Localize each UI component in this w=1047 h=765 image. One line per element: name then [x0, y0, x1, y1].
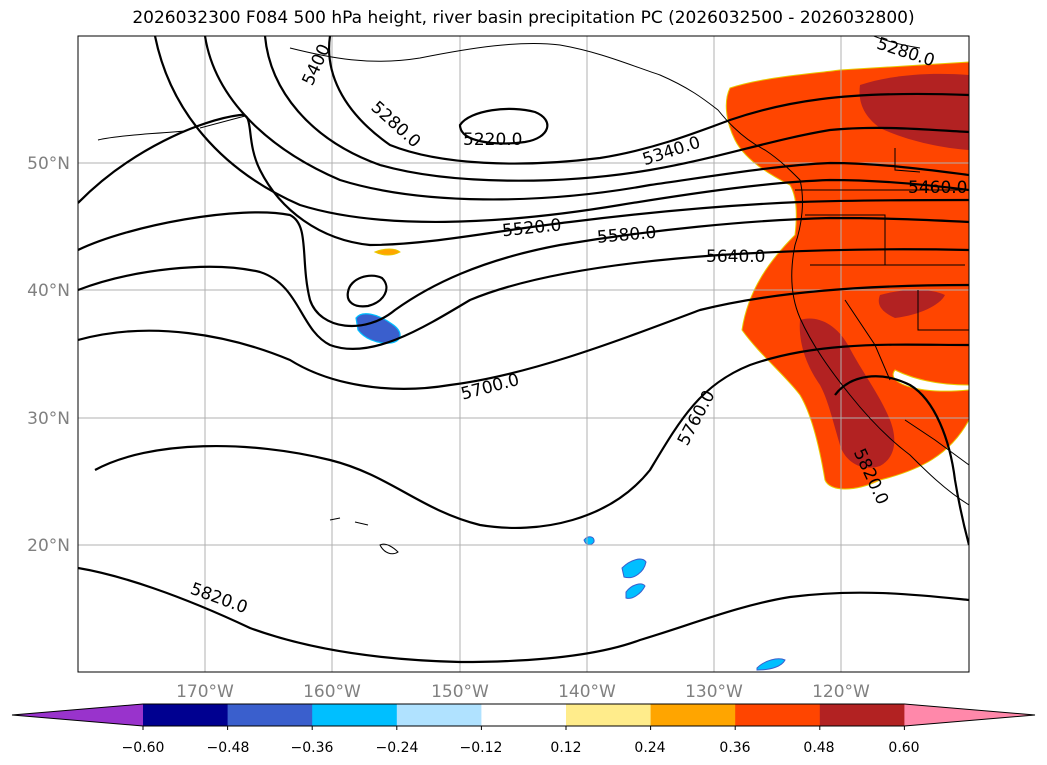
lon-label: 130°W	[685, 682, 743, 702]
colorbar-tick-label: 0.60	[888, 740, 919, 756]
colorbar-tick-label: −0.48	[207, 740, 250, 756]
contour-5280	[328, 36, 969, 165]
contour-label: 5400	[298, 41, 334, 89]
precip-small-patch	[373, 248, 401, 256]
colorbar-swatch	[143, 704, 229, 726]
colorbar-tick-label: −0.24	[376, 740, 419, 756]
contour-5820-west	[78, 566, 969, 664]
contour-label: 5280.0	[367, 97, 425, 152]
colorbar-swatch	[227, 704, 313, 726]
precip-negative-region-1	[355, 313, 401, 344]
lon-label: 150°W	[431, 682, 489, 702]
precip-negative-region-5	[756, 658, 786, 671]
colorbar-swatch	[735, 704, 821, 726]
lon-label: 120°W	[812, 682, 870, 702]
contour-5460	[153, 36, 969, 224]
colorbar-tick-label: 0.36	[719, 740, 750, 756]
map-area: 5400 5280.0 5220.0 5340.0 5280.0 5460.0 …	[78, 36, 969, 672]
contour-label: 5220.0	[463, 130, 522, 150]
precip-strong-region-south	[799, 318, 895, 468]
lat-label: 50°N	[27, 154, 70, 174]
contour-5700	[78, 283, 969, 390]
contour-label: 5700.0	[459, 370, 522, 405]
precip-strong-region-mid	[878, 289, 945, 318]
lat-labels: 50°N 40°N 30°N 20°N	[27, 154, 70, 556]
lat-label: 30°N	[27, 409, 70, 429]
colorbar-swatch	[396, 704, 482, 726]
precip-negative-region-3	[625, 583, 646, 599]
chart-title: 2026032300 F084 500 hPa height, river ba…	[132, 8, 915, 28]
contour-5220-closed	[458, 107, 549, 145]
precip-negative-region-4	[583, 536, 595, 546]
contour-5520	[78, 113, 969, 247]
coastlines	[97, 36, 969, 555]
contour-label: 5460.0	[908, 178, 967, 198]
contour-5760	[94, 343, 969, 530]
map-frame	[77, 35, 970, 673]
colorbar-tick-label: 0.12	[550, 740, 581, 756]
contour-label: 5580.0	[596, 223, 657, 248]
colorbar-swatch	[819, 704, 905, 726]
lon-labels: 170°W 160°W 150°W 140°W 130°W 120°W	[176, 682, 870, 702]
precip-negative-region-2	[621, 558, 647, 579]
contour-label: 5820.0	[187, 579, 250, 618]
colorbar-swatch	[312, 704, 398, 726]
contour-label: 5640.0	[706, 247, 765, 267]
lon-label: 140°W	[558, 682, 616, 702]
graticule	[78, 36, 969, 672]
colorbar-swatch	[650, 704, 736, 726]
lon-label: 170°W	[176, 682, 234, 702]
colorbar-tick-label: −0.60	[122, 740, 165, 756]
contour-closed-low	[346, 274, 388, 308]
colorbar-swatch	[566, 704, 652, 726]
lat-label: 20°N	[27, 536, 70, 556]
contour-label: 5340.0	[640, 133, 703, 170]
colorbar-swatch	[481, 704, 567, 726]
colorbar-extend-high	[904, 704, 1035, 726]
contour-5400	[203, 36, 969, 201]
contour-5580	[78, 211, 969, 328]
contour-5640	[78, 248, 969, 350]
colorbar-tick-labels: −0.60 −0.48 −0.36 −0.24 −0.12 0.12 0.24 …	[122, 740, 920, 756]
contour-5820-east	[834, 375, 969, 546]
lat-label: 40°N	[27, 281, 70, 301]
colorbar	[11, 703, 1036, 730]
colorbar-tick-label: 0.48	[803, 740, 834, 756]
colorbar-tick-label: 0.24	[634, 740, 665, 756]
colorbar-extend-low	[12, 704, 143, 726]
height-contours	[78, 36, 969, 664]
lon-label: 160°W	[303, 682, 361, 702]
colorbar-tick-label: −0.36	[291, 740, 334, 756]
colorbar-tick-label: −0.12	[460, 740, 503, 756]
contour-5340	[263, 36, 969, 182]
